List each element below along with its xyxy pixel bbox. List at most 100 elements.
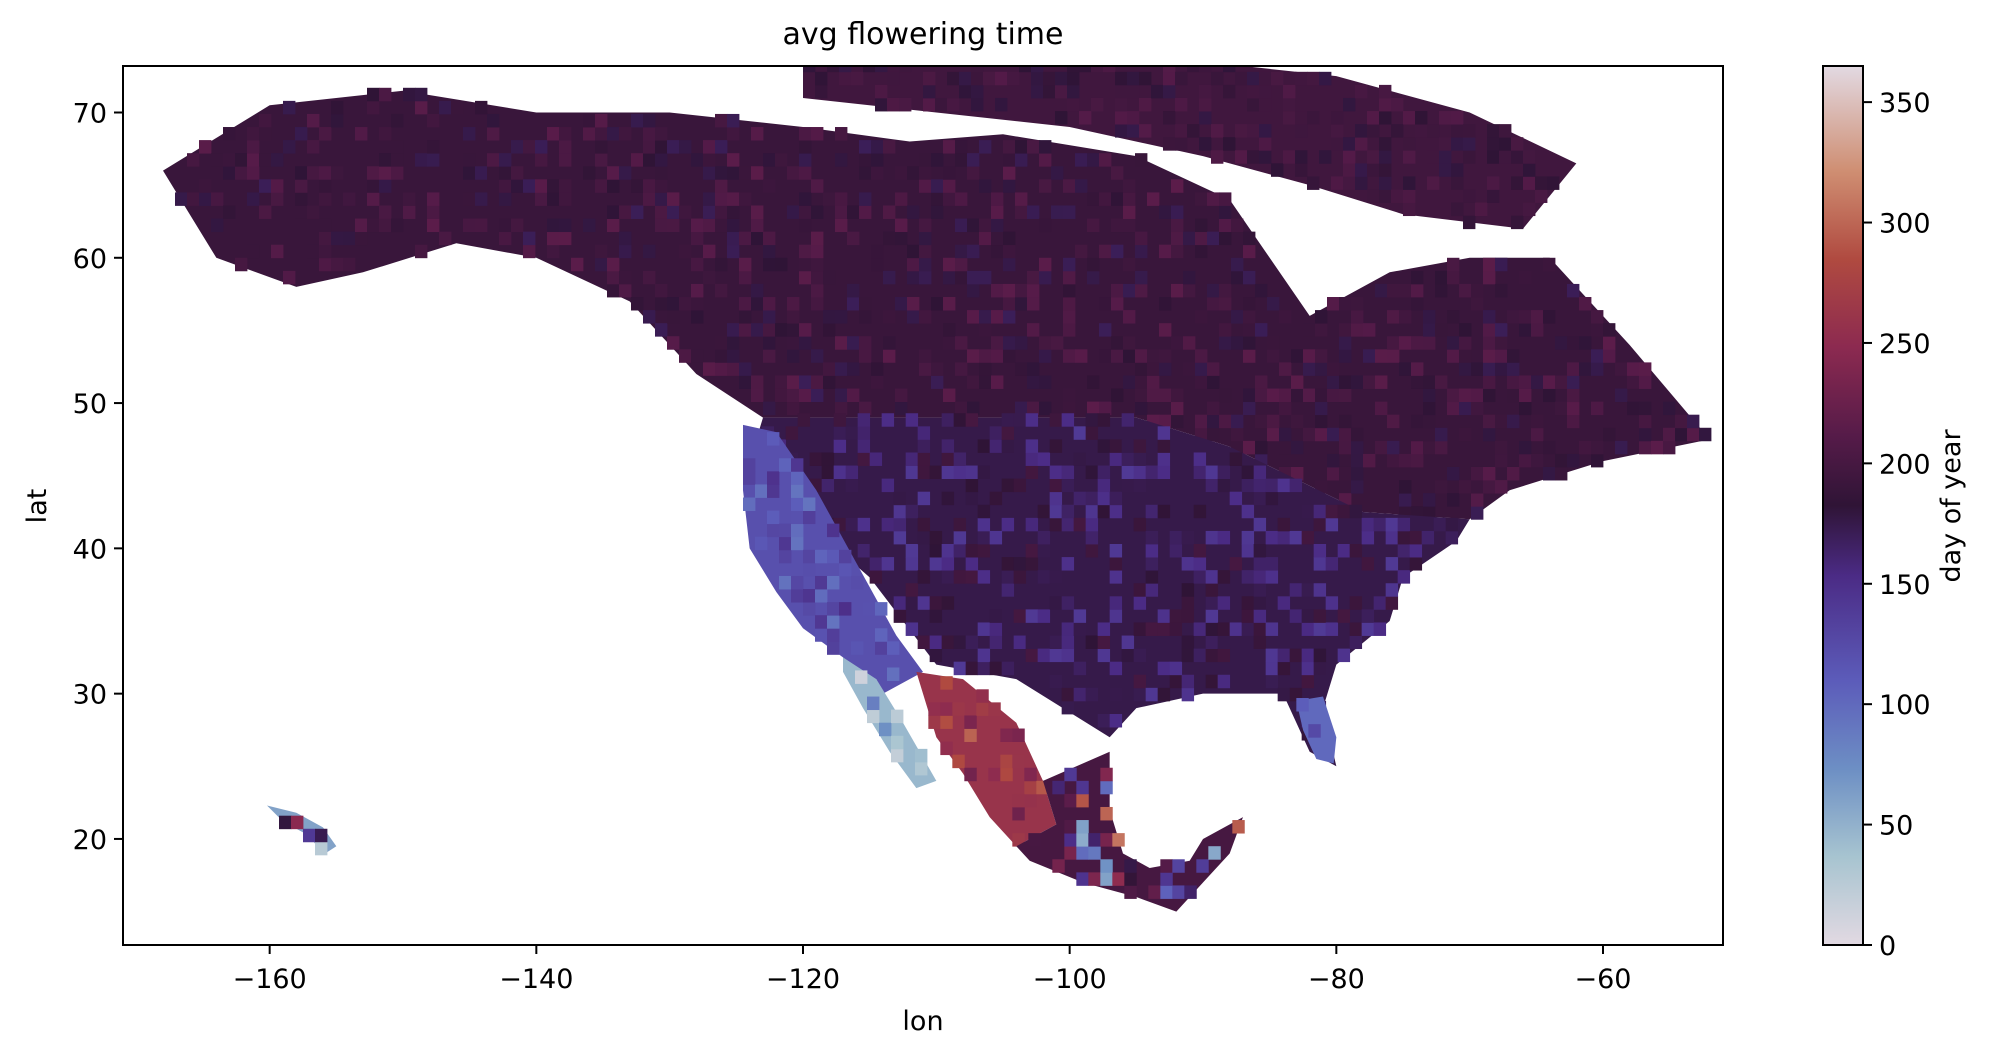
heatmap-cell [1207,231,1220,246]
heatmap-cell [1451,137,1464,151]
heatmap-cell [1339,440,1352,455]
heatmap-cell [1327,388,1340,403]
heatmap-cell [1447,336,1460,350]
heatmap-cell [917,596,931,610]
heatmap-cell [1411,414,1424,429]
heatmap-cell [964,728,977,742]
heatmap-cell [977,439,991,453]
heatmap-cell [331,166,344,180]
heatmap-cell [991,231,1004,246]
heatmap-cell [1315,414,1328,429]
heatmap-cell [1076,793,1089,808]
heatmap-cell [1385,583,1399,597]
heatmap-cell [940,715,953,729]
heatmap-cell [1277,648,1291,663]
heatmap-cell [1337,504,1351,519]
heatmap-cell [1025,465,1039,480]
heatmap-cell [1495,440,1508,455]
heatmap-cell [1451,202,1464,217]
heatmap-cell [881,413,895,427]
heatmap-cell [1487,124,1500,138]
heatmap-cell [487,153,500,167]
heatmap-cell [799,205,812,219]
heatmap-cell [1507,388,1520,403]
heatmap-cell [499,166,512,180]
heatmap-cell [839,562,852,577]
heatmap-cell [1253,583,1267,597]
heatmap-cell [1499,124,1512,138]
heatmap-cell [887,97,900,112]
heatmap-cell [821,465,835,480]
heatmap-cell [955,192,968,206]
heatmap-cell [1211,150,1224,164]
heatmap-cell [1355,163,1368,177]
heatmap-cell [947,84,960,99]
heatmap-cell [1627,401,1640,416]
heatmap-cell [547,179,560,193]
heatmap-cell [1181,596,1195,610]
heatmap-cell [1127,124,1140,138]
heatmap-cell [940,702,953,716]
heatmap-cell [1255,323,1268,337]
heatmap-cell [643,244,656,259]
heatmap-cell [1181,648,1195,663]
colorbar-tick-label: 200 [1879,449,1931,480]
heatmap-cell [941,570,955,584]
heatmap-cell [1195,414,1208,429]
heatmap-cell [1157,452,1171,466]
heatmap-cell [1039,257,1052,272]
heatmap-cell [487,127,500,141]
heatmap-cell [283,140,296,154]
heatmap-cell [1219,283,1232,298]
heatmap-cell [595,140,608,154]
heatmap-cell [415,87,428,102]
heatmap-cell [915,761,928,776]
heatmap-cell [763,297,776,311]
heatmap-cell [559,140,572,154]
heatmap-cell [1627,362,1640,376]
heatmap-cell [1379,137,1392,151]
heatmap-cell [1111,283,1124,298]
heatmap-cell [1567,283,1580,298]
heatmap-cell [835,362,848,376]
heatmap-cell [703,205,716,219]
region-shape [843,657,937,789]
heatmap-cell [1567,375,1580,389]
heatmap-cell [1181,674,1195,689]
heatmap-cell [739,257,752,272]
heatmap-cell [631,205,644,219]
heatmap-cell [1111,336,1124,350]
heatmap-cell [867,696,880,711]
heatmap-cell [952,702,965,716]
heatmap-cell [511,166,524,180]
heatmap-cell [1231,270,1244,285]
heatmap-cell [875,97,888,112]
heatmap-cell [839,66,852,73]
heatmap-cell [815,589,828,603]
heatmap-cell [833,439,847,453]
heatmap-cell [595,257,608,272]
heatmap-cell [1063,310,1076,324]
heatmap-cell [315,828,328,843]
heatmap-cell [1037,648,1051,663]
heatmap-cell [1555,466,1568,481]
heatmap-cell [1471,388,1484,403]
heatmap-cell [1063,349,1076,363]
heatmap-cell [1327,453,1340,468]
map-region [843,657,937,789]
heatmap-cell [1259,137,1272,151]
heatmap-cell [811,297,824,311]
heatmap-cell [967,218,980,233]
heatmap-cell [1327,297,1340,311]
heatmap-cell [1169,609,1183,623]
heatmap-cell [1283,97,1296,112]
heatmap-cell [1109,570,1123,584]
heatmap-cell [887,641,900,655]
heatmap-cell [1163,111,1176,125]
heatmap-cell [763,310,776,324]
heatmap-cell [703,192,716,206]
heatmap-cell [1001,478,1015,493]
heatmap-cell [1055,111,1068,125]
heatmap-cell [1451,124,1464,138]
heatmap-cell [976,702,989,716]
